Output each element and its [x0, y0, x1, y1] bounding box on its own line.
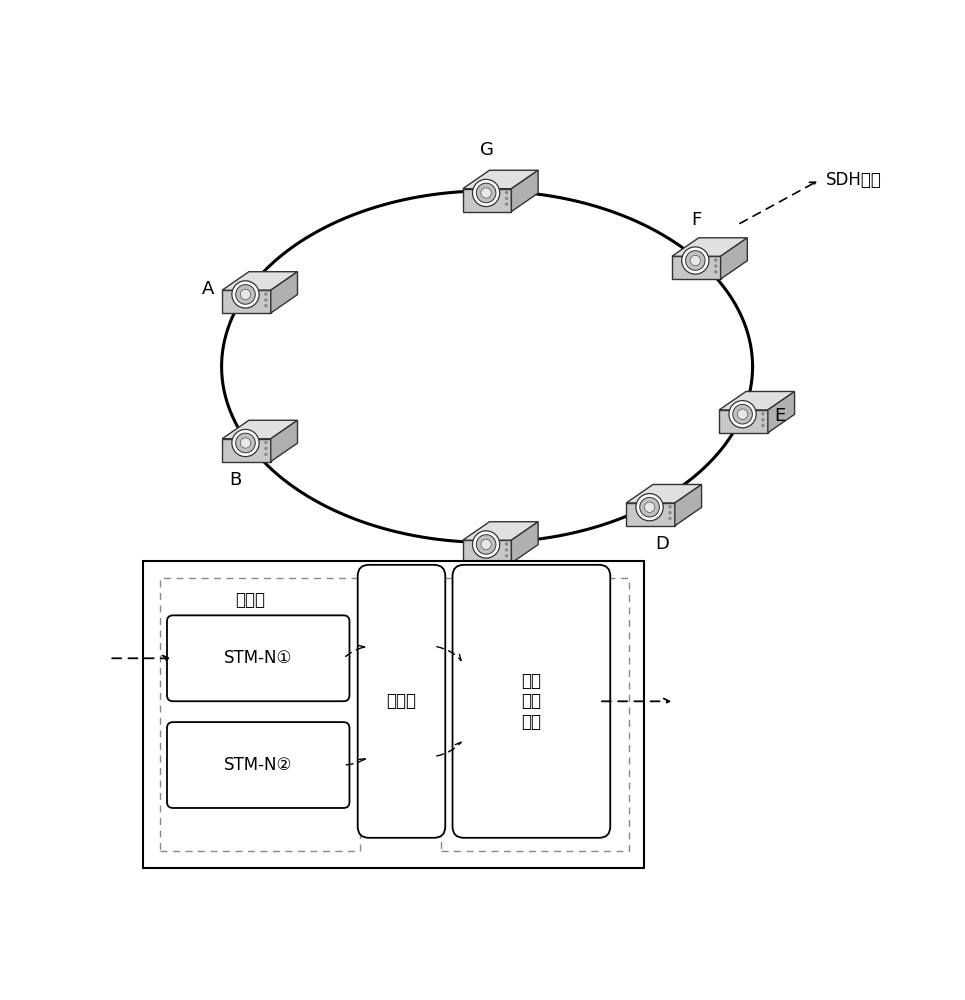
- Polygon shape: [463, 522, 538, 540]
- Polygon shape: [463, 540, 511, 563]
- Polygon shape: [626, 503, 675, 526]
- Circle shape: [761, 418, 764, 421]
- Text: SDH设备: SDH设备: [826, 171, 882, 189]
- Circle shape: [681, 247, 709, 274]
- Text: B: B: [229, 471, 241, 489]
- Polygon shape: [463, 170, 538, 189]
- Circle shape: [264, 447, 267, 450]
- Circle shape: [505, 191, 509, 194]
- Circle shape: [505, 548, 509, 552]
- Polygon shape: [463, 189, 511, 212]
- Circle shape: [264, 292, 267, 296]
- Circle shape: [473, 179, 500, 207]
- Circle shape: [505, 197, 509, 200]
- Polygon shape: [721, 238, 747, 279]
- Circle shape: [729, 401, 757, 428]
- Text: STM-N②: STM-N②: [224, 756, 292, 774]
- FancyBboxPatch shape: [167, 615, 349, 701]
- FancyBboxPatch shape: [143, 561, 644, 868]
- Text: 接入
数据
单板: 接入 数据 单板: [521, 672, 541, 731]
- Polygon shape: [511, 170, 538, 212]
- Text: G: G: [481, 141, 494, 159]
- Text: D: D: [655, 535, 669, 553]
- Circle shape: [505, 203, 509, 206]
- Circle shape: [235, 285, 256, 304]
- FancyBboxPatch shape: [358, 565, 445, 838]
- Circle shape: [714, 270, 717, 274]
- Circle shape: [732, 404, 753, 424]
- Circle shape: [714, 264, 717, 268]
- Circle shape: [232, 281, 259, 308]
- Circle shape: [761, 424, 764, 427]
- Polygon shape: [626, 484, 702, 503]
- Text: 交叉板: 交叉板: [387, 692, 417, 710]
- FancyBboxPatch shape: [453, 565, 610, 838]
- FancyBboxPatch shape: [167, 722, 349, 808]
- Circle shape: [481, 188, 491, 198]
- Polygon shape: [768, 391, 794, 433]
- Circle shape: [645, 502, 654, 512]
- Polygon shape: [271, 272, 297, 313]
- Circle shape: [505, 542, 509, 546]
- Circle shape: [264, 441, 267, 444]
- Polygon shape: [672, 256, 721, 279]
- Text: STM-N①: STM-N①: [224, 649, 292, 667]
- Circle shape: [264, 453, 267, 456]
- Text: 客户侧: 客户侧: [520, 591, 550, 609]
- Circle shape: [481, 539, 491, 550]
- Circle shape: [669, 511, 672, 514]
- Circle shape: [714, 258, 717, 262]
- Circle shape: [264, 304, 267, 307]
- Polygon shape: [511, 522, 538, 563]
- Circle shape: [240, 438, 251, 448]
- Polygon shape: [222, 290, 271, 313]
- Circle shape: [232, 429, 259, 457]
- Circle shape: [477, 183, 496, 203]
- Polygon shape: [719, 410, 768, 433]
- Text: A: A: [202, 280, 214, 298]
- Circle shape: [240, 289, 251, 300]
- Polygon shape: [719, 391, 794, 410]
- Text: C: C: [500, 572, 512, 590]
- Polygon shape: [222, 420, 297, 439]
- Circle shape: [473, 531, 500, 558]
- Polygon shape: [222, 272, 297, 290]
- Circle shape: [737, 409, 748, 419]
- Text: 网络侧: 网络侧: [234, 591, 264, 609]
- Circle shape: [235, 433, 256, 453]
- FancyBboxPatch shape: [159, 578, 360, 851]
- Polygon shape: [672, 238, 747, 256]
- Circle shape: [761, 412, 764, 416]
- Text: F: F: [691, 211, 702, 229]
- Circle shape: [264, 298, 267, 302]
- Circle shape: [636, 494, 663, 521]
- Text: E: E: [774, 407, 786, 425]
- Circle shape: [690, 255, 701, 266]
- Circle shape: [669, 517, 672, 520]
- Polygon shape: [675, 484, 702, 526]
- Circle shape: [640, 497, 659, 517]
- Circle shape: [669, 505, 672, 509]
- FancyBboxPatch shape: [441, 578, 629, 851]
- Circle shape: [505, 554, 509, 557]
- Polygon shape: [271, 420, 297, 462]
- Polygon shape: [222, 439, 271, 462]
- Circle shape: [685, 251, 705, 270]
- Circle shape: [477, 535, 496, 554]
